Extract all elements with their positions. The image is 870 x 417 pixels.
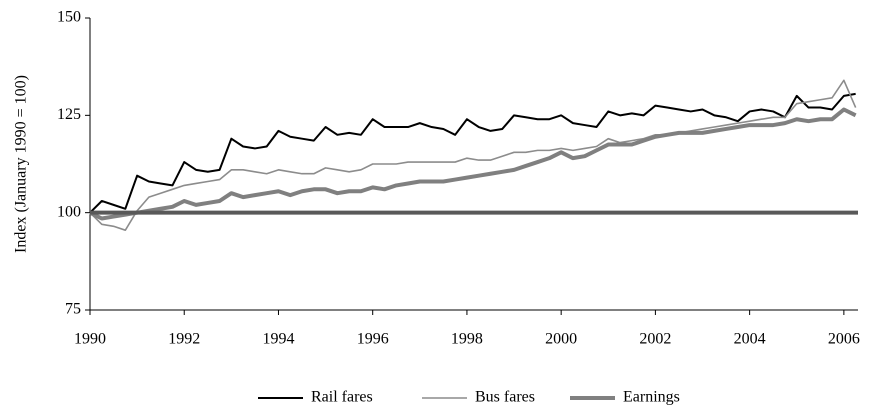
- y-axis-label: Index (January 1990 = 100): [13, 75, 30, 253]
- x-tick-label: 1992: [168, 331, 200, 348]
- legend-label: Rail fares: [311, 389, 373, 406]
- x-tick-label: 1994: [262, 331, 294, 348]
- legend-label: Earnings: [623, 389, 680, 406]
- y-tick-label: 150: [57, 9, 81, 26]
- series-line: [89, 92, 856, 214]
- x-tick-label: 2006: [828, 331, 860, 348]
- y-tick-label: 100: [57, 203, 81, 220]
- legend-label: Bus fares: [475, 389, 535, 406]
- x-tick-label: 2004: [734, 331, 766, 348]
- y-tick-label: 125: [57, 106, 81, 123]
- x-tick-label: 2002: [639, 331, 671, 348]
- x-tick-label: 1998: [451, 331, 483, 348]
- series-line: [89, 79, 857, 231]
- y-tick-label: 75: [65, 301, 81, 318]
- x-tick-label: 1996: [357, 331, 389, 348]
- series-line: [89, 107, 857, 221]
- x-tick-label: 2000: [545, 331, 577, 348]
- x-tick-label: 1990: [74, 331, 106, 348]
